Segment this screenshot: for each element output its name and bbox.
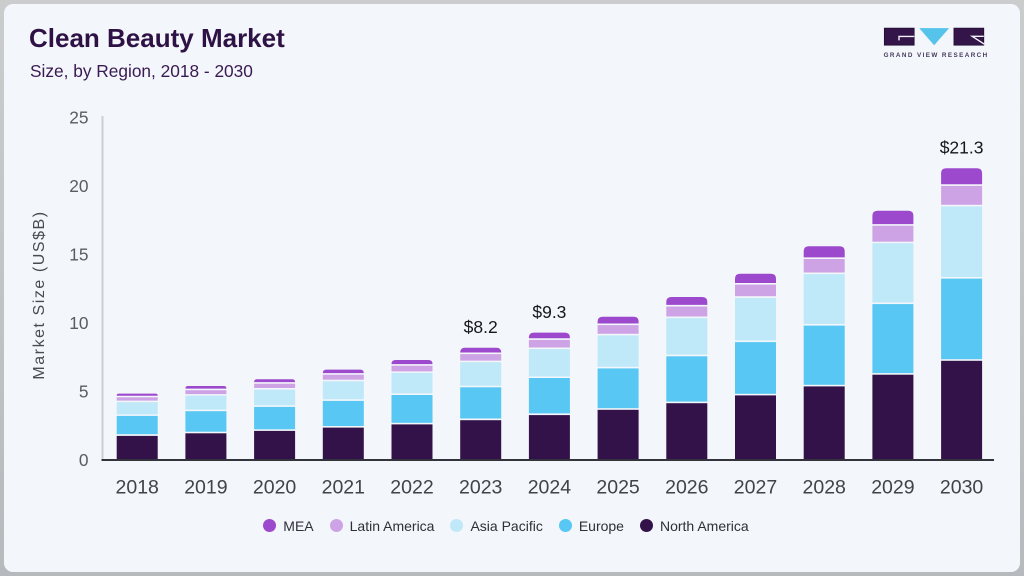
svg-text:2022: 2022 — [390, 477, 433, 499]
svg-text:2023: 2023 — [459, 477, 502, 499]
svg-text:2024: 2024 — [528, 477, 572, 499]
svg-text:2026: 2026 — [665, 477, 708, 499]
svg-text:2021: 2021 — [322, 477, 365, 499]
svg-text:$8.2: $8.2 — [464, 317, 498, 337]
svg-text:2018: 2018 — [116, 477, 159, 499]
svg-text:5: 5 — [79, 382, 89, 402]
svg-text:$21.3: $21.3 — [940, 138, 984, 158]
svg-text:2019: 2019 — [184, 477, 227, 499]
svg-text:$9.3: $9.3 — [532, 302, 566, 322]
svg-text:2028: 2028 — [803, 477, 846, 499]
svg-text:GRAND VIEW RESEARCH: GRAND VIEW RESEARCH — [884, 52, 989, 59]
svg-text:10: 10 — [69, 313, 88, 333]
svg-text:15: 15 — [69, 245, 88, 265]
svg-text:2027: 2027 — [734, 477, 777, 499]
svg-text:25: 25 — [69, 108, 88, 128]
svg-text:0: 0 — [79, 450, 89, 470]
svg-text:2025: 2025 — [596, 477, 640, 499]
svg-text:2020: 2020 — [253, 477, 297, 499]
svg-text:Market Size (US$B): Market Size (US$B) — [31, 210, 48, 379]
svg-text:2030: 2030 — [940, 477, 984, 499]
svg-text:2029: 2029 — [871, 477, 914, 499]
svg-text:20: 20 — [69, 176, 88, 196]
